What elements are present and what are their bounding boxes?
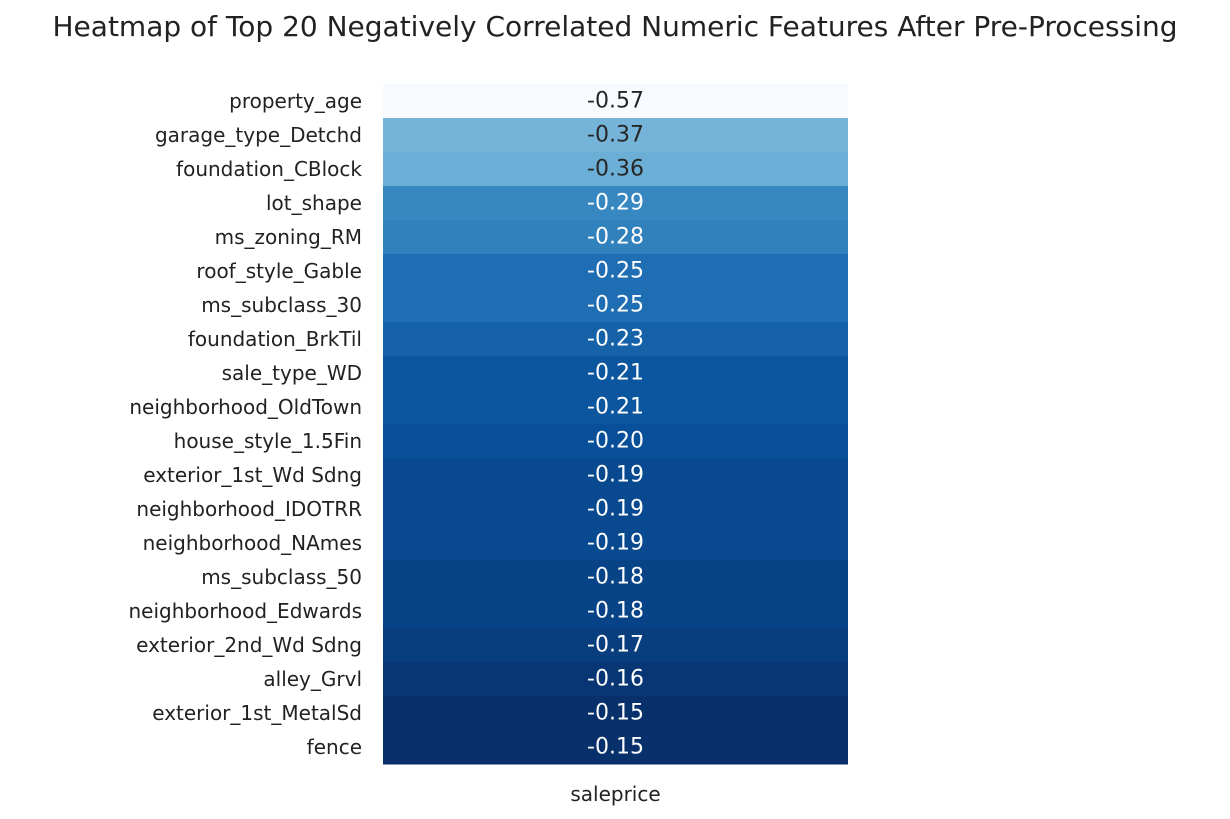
row-label: neighborhood_OldTown — [129, 395, 362, 419]
cell-value-label: -0.19 — [587, 463, 644, 488]
heatmap-cell — [383, 424, 848, 459]
cell-value-label: -0.29 — [587, 191, 644, 216]
cell-value-label: -0.18 — [587, 565, 644, 590]
cell-value-label: -0.25 — [587, 293, 644, 318]
row-label: ms_subclass_30 — [201, 293, 362, 317]
row-label: house_style_1.5Fin — [174, 429, 362, 453]
row-labels: property_age garage_type_Detchd foundation… — [129, 89, 363, 759]
cell-value-label: -0.15 — [587, 735, 644, 760]
row-label: neighborhood_IDOTRR — [136, 497, 362, 521]
cell-value-label: -0.20 — [587, 429, 644, 454]
row-label: exterior_1st_MetalSd — [152, 701, 362, 725]
cell-value-label: -0.15 — [587, 701, 644, 726]
heatmap-cell — [383, 594, 848, 629]
row-label: sale_type_WD — [222, 361, 362, 385]
row-label: foundation_BrkTil — [188, 327, 362, 351]
heatmap-cell — [383, 526, 848, 561]
heatmap-cell — [383, 220, 848, 255]
heatmap-cell — [383, 730, 848, 765]
cell-value-label: -0.36 — [587, 157, 644, 182]
row-label: ms_zoning_RM — [215, 225, 362, 249]
cell-value-label: -0.18 — [587, 599, 644, 624]
heatmap-cell — [383, 186, 848, 221]
row-label: foundation_CBlock — [176, 157, 362, 181]
heatmap-cells — [383, 84, 848, 765]
cell-value-label: -0.23 — [587, 327, 644, 352]
heatmap-cell — [383, 458, 848, 493]
heatmap-cell — [383, 628, 848, 663]
cell-value-label: -0.17 — [587, 633, 644, 658]
cell-value-label: -0.57 — [587, 89, 644, 114]
column-label: saleprice — [570, 782, 660, 806]
cell-value-label: -0.16 — [587, 667, 644, 692]
row-label: neighborhood_NAmes — [143, 531, 362, 555]
heatmap-cell — [383, 560, 848, 595]
row-label: neighborhood_Edwards — [129, 599, 363, 623]
heatmap-cell — [383, 288, 848, 323]
row-label: alley_Grvl — [263, 667, 362, 691]
cell-value-labels: -0.57 -0.37 -0.36 -0.29 -0.28 -0.25 -0.25 -0.23… — [587, 89, 644, 760]
heatmap-cell — [383, 696, 848, 731]
row-label: garage_type_Detchd — [155, 123, 362, 147]
heatmap-cell — [383, 356, 848, 391]
row-label: ms_subclass_50 — [201, 565, 362, 589]
heatmap-cell — [383, 118, 848, 153]
heatmap-cell — [383, 84, 848, 119]
heatmap-cell — [383, 152, 848, 187]
row-label: roof_style_Gable — [196, 259, 362, 283]
heatmap-cell — [383, 254, 848, 289]
heatmap-cell — [383, 662, 848, 697]
heatmap-cell — [383, 492, 848, 527]
heatmap-cell — [383, 322, 848, 357]
column-labels: saleprice — [570, 782, 660, 806]
row-label: exterior_1st_Wd Sdng — [143, 463, 362, 487]
cell-value-label: -0.19 — [587, 497, 644, 522]
row-label: fence — [307, 735, 362, 759]
cell-value-label: -0.37 — [587, 123, 644, 148]
row-label: lot_shape — [266, 191, 362, 215]
cell-value-label: -0.19 — [587, 531, 644, 556]
cell-value-label: -0.25 — [587, 259, 644, 284]
cell-value-label: -0.21 — [587, 395, 644, 420]
chart-title: Heatmap of Top 20 Negatively Correlated … — [52, 10, 1178, 43]
cell-value-label: -0.21 — [587, 361, 644, 386]
row-label: property_age — [229, 89, 362, 113]
cell-value-label: -0.28 — [587, 225, 644, 250]
heatmap-cell — [383, 390, 848, 425]
row-label: exterior_2nd_Wd Sdng — [136, 633, 362, 657]
